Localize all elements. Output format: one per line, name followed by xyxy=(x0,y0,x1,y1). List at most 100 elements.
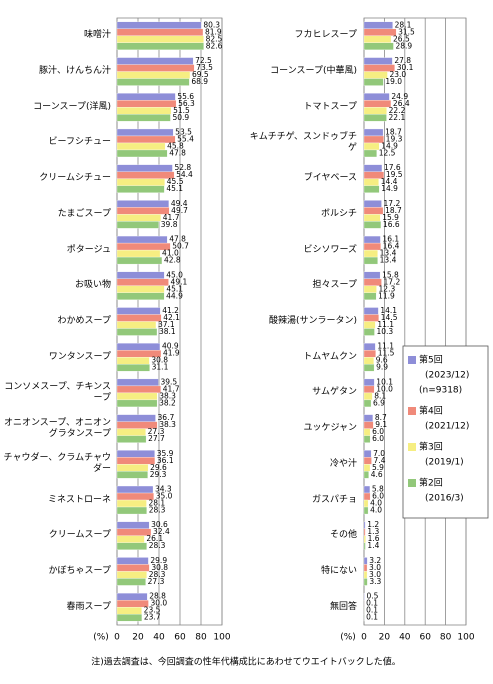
category-label: ガスパチョ xyxy=(312,495,357,505)
x-tick-label: 100 xyxy=(457,633,474,643)
value-label: 14.9 xyxy=(381,184,398,193)
value-label: 28.9 xyxy=(395,41,412,50)
x-tick-label: 60 xyxy=(174,633,186,643)
bar xyxy=(116,499,147,508)
value-label: 45.5 xyxy=(167,177,184,186)
category-label-text: 豚汁、けんちん汁 xyxy=(38,66,111,77)
value-label: 45.1 xyxy=(166,284,183,293)
value-label: 55.4 xyxy=(177,134,194,143)
value-label: 30.8 xyxy=(151,356,168,365)
value-label: 38.3 xyxy=(159,391,176,400)
category-label-text: コーンスープ(中華風) xyxy=(270,66,357,77)
value-label: 26.5 xyxy=(393,34,410,43)
category-label: ブイヤベース xyxy=(304,173,357,183)
bar xyxy=(363,28,397,37)
category-label: ビシソワーズ xyxy=(303,245,357,255)
value-label: 9.9 xyxy=(376,363,388,372)
value-label: 10.3 xyxy=(377,327,394,336)
category-label-text: かぼちゃスープ xyxy=(48,565,111,576)
bar xyxy=(116,164,173,172)
bar xyxy=(363,578,368,586)
value-label: 9.6 xyxy=(376,356,388,365)
bar xyxy=(363,435,371,443)
legend-swatch xyxy=(408,356,416,364)
x-tick-label: 100 xyxy=(213,633,230,643)
bar xyxy=(116,64,195,72)
value-label: 0.5 xyxy=(367,592,379,601)
bar xyxy=(116,357,150,365)
value-label: 44.9 xyxy=(166,291,183,300)
bar xyxy=(116,613,143,622)
category-label: フカヒレスープ xyxy=(295,30,357,40)
category-label-text: ミネストローネ xyxy=(47,494,111,505)
value-label: 16.6 xyxy=(383,220,400,229)
bar xyxy=(363,271,381,279)
bar xyxy=(116,378,159,387)
bar xyxy=(363,399,372,408)
value-label: 3.2 xyxy=(369,556,381,565)
category-label: 無回答 xyxy=(330,602,357,612)
bar xyxy=(116,435,147,443)
value-label: 27.3 xyxy=(148,577,165,586)
bar xyxy=(363,100,392,108)
bar xyxy=(116,21,202,30)
value-label: 12.3 xyxy=(379,284,396,293)
bar xyxy=(116,178,165,186)
bar xyxy=(363,392,373,401)
value-label: 22.2 xyxy=(389,106,406,115)
category-label: トマトスープ xyxy=(304,102,357,112)
bar xyxy=(363,528,366,536)
bar xyxy=(116,428,146,436)
category-label: 味噌汁 xyxy=(84,30,111,40)
legend-period: (2019/1) xyxy=(425,458,464,468)
bar xyxy=(363,107,387,115)
bar xyxy=(363,164,383,172)
bar xyxy=(363,207,384,215)
bar xyxy=(116,71,191,79)
value-label: 27.3 xyxy=(148,427,165,436)
value-label: 37.1 xyxy=(158,320,175,329)
bar xyxy=(363,114,387,122)
value-label: 42.1 xyxy=(163,313,180,322)
value-label: 3.0 xyxy=(369,570,381,579)
bar xyxy=(363,350,376,358)
bar xyxy=(116,571,147,579)
bar xyxy=(116,200,170,208)
bar xyxy=(116,364,150,372)
value-label: 39.8 xyxy=(161,220,178,229)
category-label-text: ユッケジャン xyxy=(303,423,357,434)
bar xyxy=(363,328,375,336)
value-label: 11.5 xyxy=(378,349,395,358)
bar xyxy=(363,557,368,565)
bar xyxy=(116,100,177,108)
value-label: 47.8 xyxy=(169,235,186,244)
category-label: 春雨スープ xyxy=(67,602,111,612)
value-label: 36.1 xyxy=(157,456,174,465)
value-label: 10.0 xyxy=(376,384,393,393)
value-label: 73.5 xyxy=(196,63,213,72)
value-label: 6.0 xyxy=(372,434,384,443)
bar xyxy=(363,485,371,494)
value-label: 11.9 xyxy=(378,291,395,300)
category-label-text: たまごスープ xyxy=(57,208,111,219)
x-tick-label: 80 xyxy=(195,633,207,643)
value-label: 23.7 xyxy=(144,613,161,622)
value-label: 39.5 xyxy=(160,377,177,386)
value-label: 10.1 xyxy=(376,377,393,386)
legend-label: 第3回 xyxy=(419,441,443,453)
category-label-text: サムゲタン xyxy=(312,387,357,398)
value-label: 28.3 xyxy=(149,570,166,579)
category-label-text: 特にない xyxy=(320,565,357,576)
value-label: 15.8 xyxy=(382,270,399,279)
value-label: 11.1 xyxy=(377,320,394,329)
category-label: かぼちゃスープ xyxy=(48,565,111,576)
value-label: 36.7 xyxy=(158,413,175,422)
x-tick-label: 40 xyxy=(153,633,165,643)
bar xyxy=(116,128,174,137)
value-label: 4.0 xyxy=(370,499,382,508)
bar xyxy=(116,307,161,315)
value-label: 1.3 xyxy=(367,527,379,536)
value-label: 4.0 xyxy=(370,506,382,515)
value-label: 7.4 xyxy=(374,456,386,465)
